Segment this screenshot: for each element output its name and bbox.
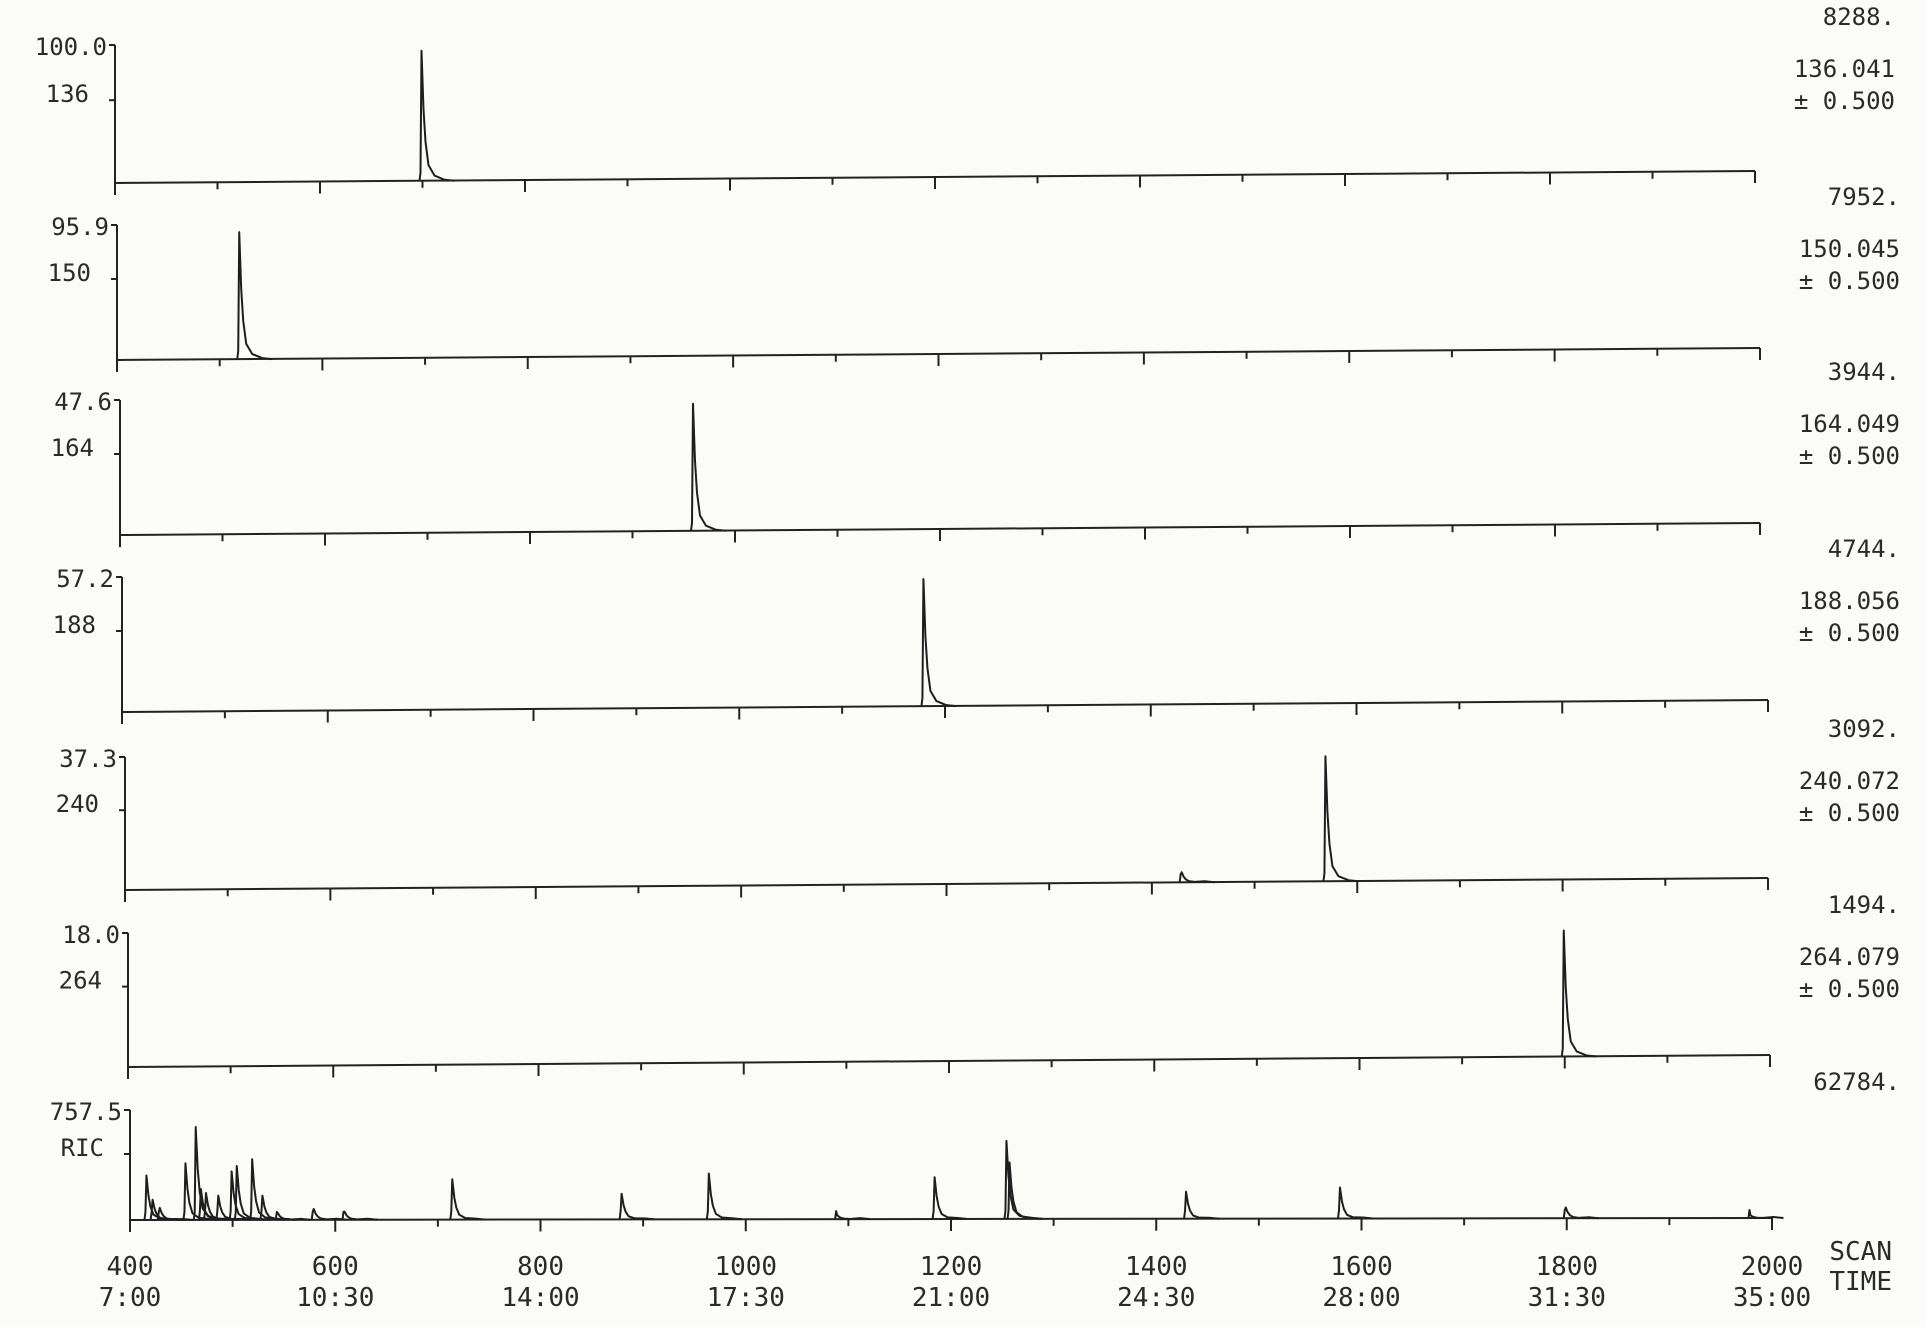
mass-label: 240.072 [1799, 767, 1900, 795]
peak-545 [274, 1210, 311, 1221]
ion-label: 240 [56, 790, 99, 818]
panel-264: 18.0 264 1494. 264.079 ± 0.500 [59, 891, 1900, 1079]
mass-label: 188.056 [1799, 587, 1900, 615]
ion-label: 188 [53, 611, 96, 639]
peak-505 [233, 1165, 270, 1221]
peak-475 [202, 1191, 240, 1221]
max-count-label: 3092. [1828, 715, 1900, 743]
x-tick-label-scan-400: 400 [107, 1252, 154, 1282]
peak-1090 [834, 1210, 871, 1221]
panel-164: 47.6 164 3944. 164.049 ± 0.500 [51, 358, 1900, 547]
panel-RIC: 757.5 RIC 62784. [50, 1068, 1900, 1232]
peak-1800 [1560, 929, 1597, 1058]
mass-label: 164.049 [1799, 410, 1900, 438]
peak-715 [449, 1178, 486, 1221]
ion-label: 264 [59, 967, 102, 995]
x-tick-label-scan-2000: 2000 [1741, 1252, 1804, 1282]
peak-700 [418, 49, 455, 182]
x-tick-label-time-2000: 35:00 [1733, 1283, 1811, 1313]
x-tick-label-time-400: 7:00 [99, 1283, 162, 1313]
max-count-label: 3944. [1828, 358, 1900, 386]
peak-960 [690, 402, 727, 532]
peak-880 [618, 1192, 655, 1221]
y-scale-label: 100.0 [35, 33, 107, 61]
peak-1180 [920, 578, 957, 708]
x-tick-label-time-600: 10:30 [296, 1283, 374, 1313]
peak-580 [310, 1208, 347, 1221]
peak-1430 [1178, 871, 1215, 884]
peak-610 [341, 1210, 378, 1221]
mass-label: 136.041 [1794, 55, 1895, 83]
x-tick-label-time-1600: 28:00 [1322, 1283, 1400, 1313]
max-count-label: 8288. [1823, 3, 1895, 31]
mass-label: 264.079 [1799, 943, 1900, 971]
ion-label: 164 [51, 434, 94, 462]
peak-520 [236, 231, 273, 361]
panel-136: 100.0 136 8288. 136.041 ± 0.500 [35, 3, 1895, 195]
y-scale-label: 37.3 [59, 745, 117, 773]
peak-487 [215, 1194, 252, 1221]
x-tick-label-scan-800: 800 [517, 1252, 564, 1282]
max-count-label: 4744. [1828, 535, 1900, 563]
tolerance-label: ± 0.500 [1794, 87, 1895, 115]
ion-label: 136 [46, 80, 89, 108]
ion-label: RIC [61, 1134, 104, 1162]
y-scale-label: 757.5 [50, 1098, 122, 1126]
y-scale-label: 95.9 [51, 213, 109, 241]
x-tick-label-time-1400: 24:30 [1117, 1283, 1195, 1313]
x-tick-label-scan-1600: 1600 [1330, 1252, 1393, 1282]
peak-1980 [1747, 1209, 1784, 1220]
max-count-label: 7952. [1828, 183, 1900, 211]
x-tick-label-time-800: 14:00 [501, 1283, 579, 1313]
x-tick-label-time-1000: 17:30 [707, 1283, 785, 1313]
peak-1570 [1322, 755, 1359, 883]
max-count-label: 1494. [1828, 891, 1900, 919]
peak-430 [156, 1206, 193, 1221]
panel-188: 57.2 188 4744. 188.056 ± 0.500 [53, 535, 1900, 724]
x-tick-label-scan-1400: 1400 [1125, 1252, 1188, 1282]
x-tick-label-scan-1800: 1800 [1535, 1252, 1598, 1282]
x-tick-label-time-1200: 21:00 [912, 1283, 990, 1313]
tolerance-label: ± 0.500 [1799, 799, 1900, 827]
tolerance-label: ± 0.500 [1799, 619, 1900, 647]
x-tick-label-time-1800: 31:30 [1528, 1283, 1606, 1313]
max-count-label: 62784. [1813, 1068, 1900, 1096]
peak-1800 [1562, 1206, 1599, 1220]
x-axis-scan-unit: SCAN [1829, 1237, 1892, 1267]
mass-label: 150.045 [1799, 235, 1900, 263]
peak-1185 [931, 1176, 968, 1221]
y-scale-label: 18.0 [62, 921, 120, 949]
peak-965 [705, 1172, 742, 1221]
y-scale-label: 57.2 [56, 565, 114, 593]
peak-530 [259, 1194, 296, 1221]
peak-1430 [1183, 1190, 1220, 1220]
tolerance-label: ± 0.500 [1799, 267, 1900, 295]
tolerance-label: ± 0.500 [1799, 442, 1900, 470]
x-tick-label-scan-600: 600 [312, 1252, 359, 1282]
ion-label: 150 [48, 259, 91, 287]
panel-240: 37.3 240 3092. 240.072 ± 0.500 [56, 715, 1900, 902]
x-tick-label-scan-1000: 1000 [714, 1252, 777, 1282]
peak-465 [192, 1126, 229, 1221]
peak-1258 [1006, 1161, 1043, 1220]
peak-1580 [1336, 1186, 1374, 1220]
y-scale-label: 47.6 [54, 388, 112, 416]
peak-520 [249, 1158, 286, 1221]
panel-150: 95.9 150 7952. 150.045 ± 0.500 [48, 183, 1900, 372]
x-tick-label-scan-1200: 1200 [920, 1252, 983, 1282]
x-axis-time-unit: TIME [1829, 1267, 1892, 1297]
tolerance-label: ± 0.500 [1799, 975, 1900, 1003]
